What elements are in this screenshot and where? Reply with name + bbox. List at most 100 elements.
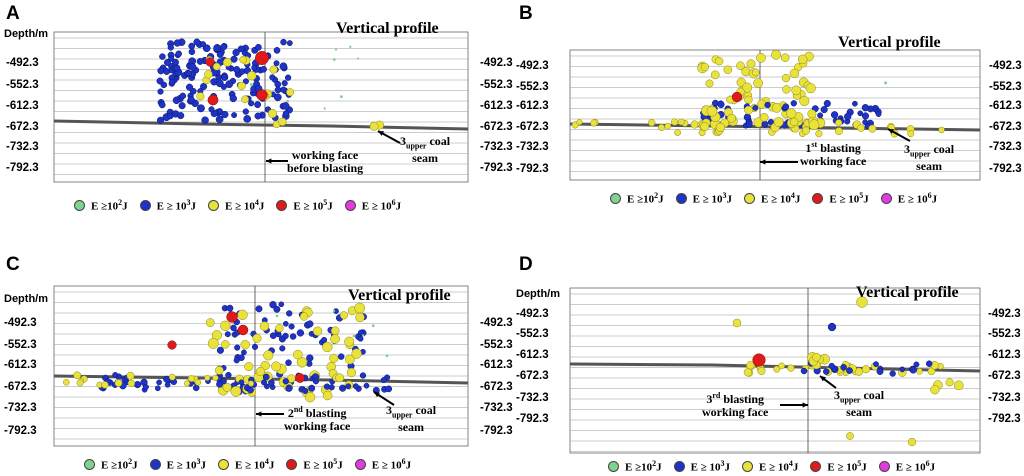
panel-b-legend-label-e4: E ≥ 104J (761, 191, 801, 206)
panel-b-plot (569, 49, 981, 181)
panel-c-event-e4-207 (168, 373, 176, 381)
panel-a-event-e3-160 (279, 62, 288, 71)
panel-d-legend-item-e2: E ≥102J (608, 459, 662, 474)
panel-b-legend-dot-e2 (610, 192, 621, 204)
panel-c-event-e2-223 (275, 314, 279, 318)
panel-a-event-e3-137 (221, 73, 229, 81)
panel-c-event-e3-72 (226, 304, 234, 312)
panel-d-event-e4-1 (861, 365, 871, 374)
panel-a-event-e3-108 (156, 77, 164, 85)
panel-c-event-e4-94 (329, 353, 339, 363)
panel-d-legend-label-e6: E ≥ 106J (895, 459, 936, 474)
panel-c-event-e3-78 (357, 335, 364, 342)
panel-a-event-e4-184 (278, 117, 287, 126)
panel-b-event-e4-162 (807, 109, 817, 119)
panel-b-event-e4-126 (907, 130, 915, 138)
panel-c-tick-left-5: -792.3 (4, 425, 37, 437)
panel-c-event-e3-174 (268, 379, 275, 386)
panel-b-event-e4-117 (835, 119, 843, 127)
panel-d-event-e4-7 (757, 367, 766, 375)
panel-a-event-e4-179 (204, 70, 213, 79)
panel-a-event-e3-104 (216, 51, 224, 58)
panel-b-event-e4-28 (744, 95, 753, 104)
panel-a-legend-dot-e2 (74, 199, 85, 211)
panel-b-event-e4-166 (759, 112, 769, 122)
panel-c-event-e3-22 (285, 359, 292, 366)
panel-c-event-e4-135 (339, 311, 349, 320)
panel-b-arrowhead-1 (888, 129, 894, 134)
panel-b-event-e4-16 (799, 95, 810, 107)
panel-c-event-e4-212 (114, 379, 123, 387)
panel-a-event-e3-56 (215, 115, 224, 124)
panel-d-tick-left-3: -672.3 (516, 370, 549, 382)
panel-a-event-e3-53 (274, 80, 282, 88)
panel-b-event-e3-100 (820, 106, 828, 114)
panel-c-event-e4-83 (293, 349, 303, 360)
panel-a-event-e5-190 (207, 94, 219, 106)
panel-d-event-e4-27 (778, 362, 785, 370)
panel-b-legend-item-e2: E ≥102J (610, 191, 664, 206)
panel-a-event-e4-176 (237, 81, 246, 91)
panel-d-legend-label-e4: E ≥ 104J (759, 459, 799, 474)
panel-c-event-e4-87 (344, 336, 355, 347)
panel-b-event-e4-3 (781, 73, 791, 83)
panel-b-event-e4-20 (715, 57, 724, 66)
panel-d-event-e3-35 (876, 368, 884, 375)
panel-a-event-e3-135 (193, 38, 201, 46)
panel-a-tick-right-2: -612.3 (480, 100, 513, 112)
panel-d-legend-dot-e5 (810, 460, 822, 472)
panel-c-event-e4-136 (255, 366, 265, 377)
panel-d-arrowhead-1 (820, 376, 826, 382)
panel-d-legend-item-e5: E ≥ 105J (810, 459, 867, 474)
panel-c-event-e4-205 (73, 371, 82, 380)
panel-c-event-e4-132 (214, 366, 224, 375)
panel-a-tick-left-5: -792.3 (6, 162, 39, 174)
panel-c-tick-left-0: -492.3 (4, 317, 37, 329)
panel-c-event-e3-191 (164, 381, 171, 388)
panel-c-event-e4-216 (63, 379, 70, 386)
panel-d-event-e4-57 (907, 437, 917, 447)
panel-c-event-e3-164 (385, 385, 393, 393)
panel-c-event-e3-158 (282, 378, 289, 385)
panel-a-event-e2-195 (356, 57, 360, 60)
panel-a-legend-label-e3: E ≥ 103J (156, 198, 196, 213)
panel-c-event-e3-157 (262, 373, 270, 381)
panel-a-tick-left-3: -672.3 (6, 121, 39, 133)
panel-b-event-e3-80 (861, 112, 870, 120)
panel-c-event-e3-142 (285, 384, 293, 392)
panel-b-event-e4-179 (678, 118, 685, 126)
panel-a-event-e3-152 (173, 39, 182, 47)
panel-c-event-e4-131 (252, 333, 262, 343)
panel-c-event-e4-122 (335, 373, 345, 383)
panel-a-event-e3-50 (167, 44, 174, 51)
panel-a-coal-seam (53, 119, 469, 131)
panel-c-event-e4-123 (221, 340, 230, 349)
panel-a-event-e2-194 (250, 83, 253, 87)
panel-a-event-e3-134 (255, 43, 262, 51)
panel-b-event-e4-160 (789, 117, 799, 127)
panel-c-event-e4-215 (76, 379, 84, 387)
panel-b-event-e4-25 (789, 68, 800, 79)
panel-a-tick-right-3: -672.3 (480, 121, 513, 133)
panel-c-legend-item-e6: E ≥ 106J (354, 457, 411, 472)
panel-b-event-e4-164 (744, 105, 753, 115)
panel-b-tick-left-4: -732.3 (516, 141, 549, 153)
panel-c-event-e3-50 (241, 349, 247, 356)
panel-a-event-e3-138 (158, 101, 166, 109)
panel-a-event-e2-198 (334, 48, 338, 51)
panel-a-event-e4-173 (267, 108, 278, 119)
panel-b-event-e4-39 (723, 65, 733, 74)
panel-b-event-e3-97 (717, 100, 725, 109)
panel-d-event-e4-53 (930, 385, 940, 395)
panel-a-legend-label-e5: E ≥ 105J (293, 198, 333, 213)
panel-c-tick-right-3: -672.3 (480, 381, 513, 393)
panel-a-legend-item-e3: E ≥ 103J (139, 198, 196, 213)
panel-c-legend-item-e4: E ≥ 104J (218, 457, 274, 472)
panel-a-event-e2-193 (323, 107, 326, 110)
panel-c-event-e2-227 (361, 334, 365, 337)
panel-a-tick-left-4: -732.3 (6, 141, 39, 153)
panel-d-event-e3-31 (823, 368, 830, 375)
panel-a-event-e5-189 (255, 51, 269, 65)
panel-b-event-e4-178 (576, 119, 583, 126)
panel-a-tick-right-5: -792.3 (480, 162, 513, 174)
